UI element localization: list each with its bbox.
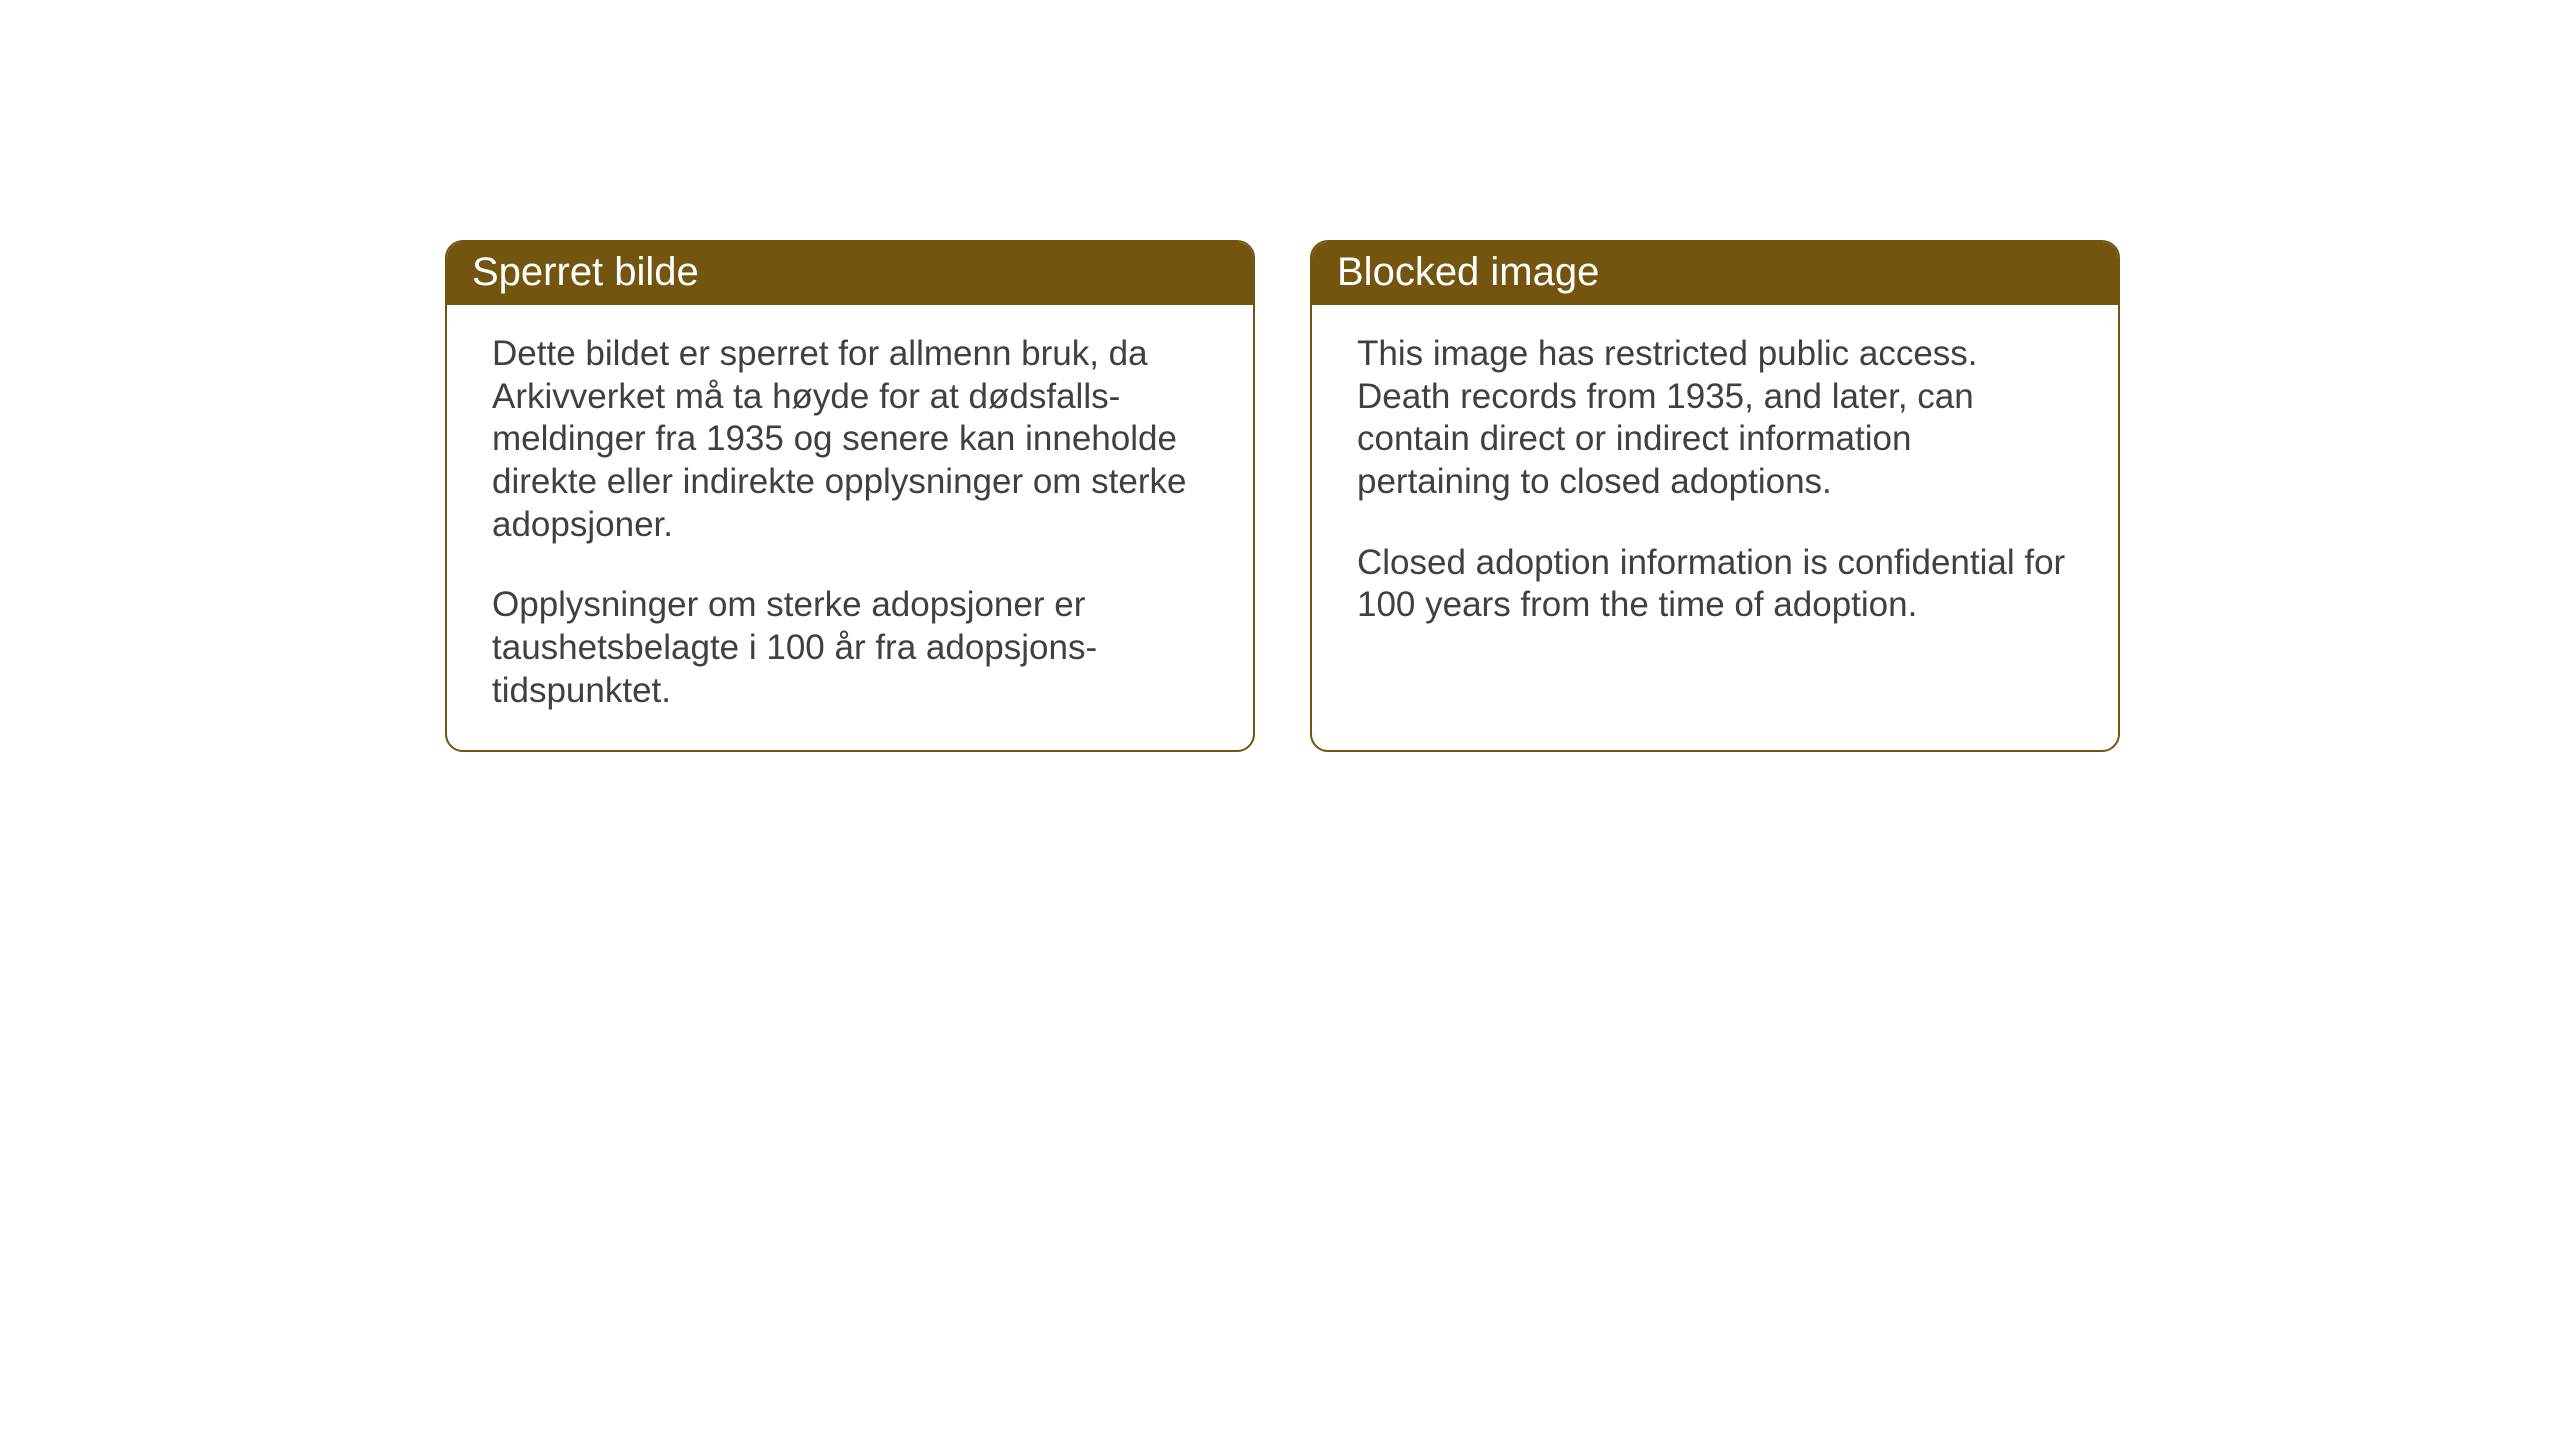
card-norwegian-paragraph-2: Opplysninger om sterke adopsjoner er tau… <box>492 584 1208 712</box>
card-english: Blocked image This image has restricted … <box>1310 240 2120 752</box>
card-english-header: Blocked image <box>1312 242 2118 305</box>
card-english-paragraph-2: Closed adoption information is confident… <box>1357 542 2073 627</box>
card-english-body: This image has restricted public access.… <box>1312 305 2118 667</box>
card-norwegian-body: Dette bildet er sperret for allmenn bruk… <box>447 305 1253 752</box>
card-english-paragraph-1: This image has restricted public access.… <box>1357 333 2073 504</box>
card-norwegian-header: Sperret bilde <box>447 242 1253 305</box>
card-norwegian-paragraph-1: Dette bildet er sperret for allmenn bruk… <box>492 333 1208 546</box>
card-norwegian: Sperret bilde Dette bildet er sperret fo… <box>445 240 1255 752</box>
cards-container: Sperret bilde Dette bildet er sperret fo… <box>445 240 2120 752</box>
